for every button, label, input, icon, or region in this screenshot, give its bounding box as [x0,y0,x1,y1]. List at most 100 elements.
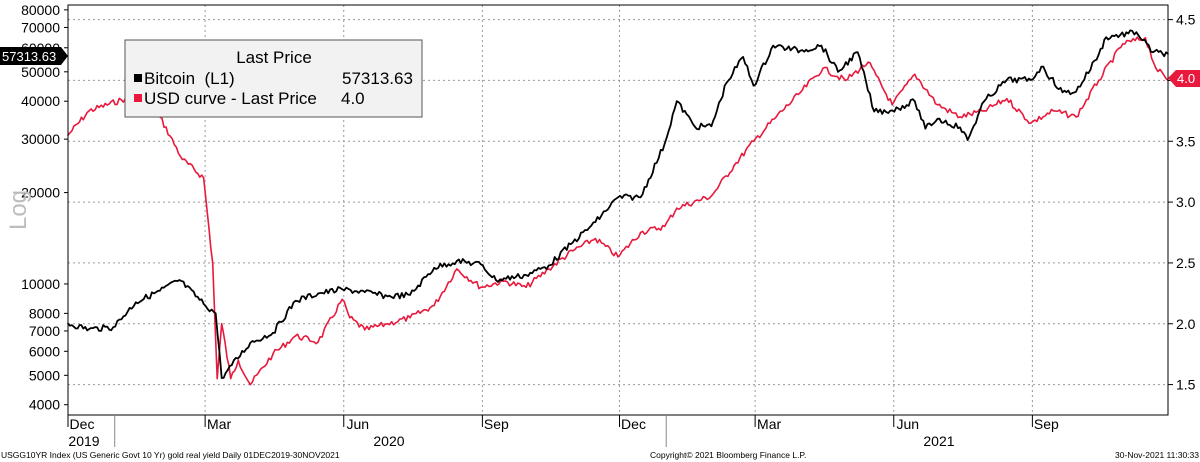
bitcoin-point [856,51,859,54]
bitcoin-point [220,377,223,379]
usd-curve-point [1030,122,1032,124]
right-tick-label: 1.5 [1176,377,1196,393]
bitcoin-point [663,142,666,145]
right-tick-label: 2.0 [1176,316,1196,332]
x-year-label: 2021 [923,433,954,449]
usd-curve-point [88,110,90,112]
legend: Last Price Bitcoin (L1) 57313.63 USD cur… [124,39,423,118]
x-month-label: Jun [896,416,919,432]
bitcoin-point [178,279,181,281]
usd-curve-point [216,377,218,380]
right-tick-label: 2.5 [1176,255,1196,271]
usd-curve-point [181,158,184,161]
usd-curve-point [409,316,411,319]
usd-curve-point [844,79,847,82]
left-tick-label: 20000 [21,185,60,201]
left-tick-label: 7000 [29,323,60,339]
bitcoin-point [924,127,927,130]
bitcoin-point [936,118,939,120]
right-tick-label: 3.5 [1176,133,1196,149]
bitcoin-point [725,81,728,84]
usd-curve-point [547,268,550,270]
legend-title: Last Price [236,48,312,67]
usd-curve-point [348,316,351,319]
left-tick-label: 5000 [29,367,60,383]
usd-curve-point [594,237,597,240]
left-axis: 4000 5000 6000 7000 8000 10000 20000 30000 40000… [21,2,68,413]
bitcoin-point [1005,79,1008,81]
bitcoin-point [983,100,985,103]
usd-curve-point [433,304,435,307]
last-value-right: 4.0 [1177,71,1195,86]
series-line-usd-curve [67,36,1169,386]
bitcoin-point [1097,53,1100,56]
usd-curve-point [525,286,527,289]
usd-curve-point [220,322,223,325]
usd-curve-point [639,231,642,234]
usd-curve-point [480,286,482,289]
bitcoin-point [364,291,366,293]
bitcoin-point [742,56,744,58]
usd-curve-point [237,359,240,362]
usd-curve-point [1121,43,1124,45]
right-tick-label: 4.5 [1176,12,1196,28]
x-month-label: Dec [70,416,95,432]
bitcoin-point [341,288,344,291]
bitcoin-point [837,71,839,73]
bitcoin-point [317,292,319,295]
left-tick-label: 6000 [29,343,60,359]
bitcoin-point [675,100,678,103]
usd-curve-point [272,353,274,355]
bitcoin-point [272,332,274,334]
last-value-tag-right: 4.0 [1168,70,1200,87]
legend-value-usd-curve: 4.0 [341,89,365,108]
left-tick-label: 70000 [21,19,60,35]
bitcoin-point [891,109,894,112]
bitcoin-point [820,44,823,47]
x-month-label: Sep [1034,416,1059,432]
bitcoin-point [409,294,411,296]
usd-curve-point [317,341,319,343]
usd-curve-point [341,298,344,301]
usd-curve-point [502,280,505,282]
left-tick-label: 4000 [29,397,60,413]
bitcoin-point [1040,65,1043,68]
bitcoin-point [135,301,137,304]
left-tick-label: 40000 [21,93,60,109]
usd-curve-point [663,225,666,228]
bitcoin-point [694,125,696,128]
bitcoin-point [1061,91,1064,94]
usd-curve-point [364,329,366,331]
bitcoin-point [571,241,574,244]
x-axis: Dec Mar Jun Sep Dec Mar Jun Sep 2019 2020 2021 [67,415,1059,449]
x-year-label: 2019 [68,433,99,449]
bitcoin-point [112,326,115,329]
bitcoin-point [752,84,755,87]
bitcoin-point [914,100,916,103]
gridlines [68,5,1168,415]
usd-curve-point [1075,116,1077,118]
usd-curve-point [867,61,869,63]
bitcoin-point [772,44,775,47]
legend-label-usd-curve: USD curve - Last Price [144,89,317,108]
usd-curve-point [571,249,574,252]
left-tick-label: 50000 [21,64,60,80]
left-tick-label: 80000 [21,2,60,18]
usd-curve-point [891,103,894,106]
legend-swatch-usd-curve [134,94,142,102]
bitcoin-point [1105,36,1108,39]
legend-swatch-bitcoin [134,74,142,82]
bitcoin-point [214,312,217,315]
right-tick-label: 3.0 [1176,194,1196,210]
usd-curve-point [229,377,232,380]
usd-curve-point [294,335,297,337]
footer-center: Copyright© 2021 Bloomberg Finance L.P. [650,450,806,460]
usd-curve-point [617,256,619,258]
usd-curve-point [959,116,961,118]
x-month-label: Mar [757,416,781,432]
bitcoin-point [1135,31,1138,34]
usd-curve-point [1052,110,1055,112]
bitcoin-point [455,260,458,262]
legend-box [124,39,423,118]
